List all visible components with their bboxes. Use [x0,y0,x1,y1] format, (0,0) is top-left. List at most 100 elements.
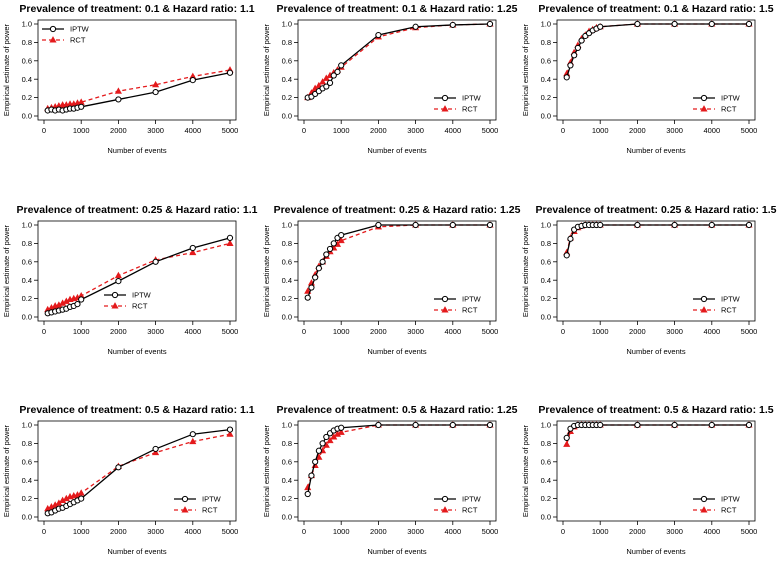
y-tick-label: 0.6 [22,56,32,65]
iptw-point [304,490,311,498]
legend: IPTW RCT [693,295,741,315]
y-tick-label: 0.6 [282,56,292,65]
legend-marker-iptw [111,291,119,299]
iptw-point [152,445,159,453]
iptw-point [634,20,641,28]
x-tick-label: 2000 [110,126,127,135]
y-tick-label: 0.6 [541,56,551,65]
x-axis-label: Number of events [626,146,685,155]
x-tick-label: 5000 [222,527,239,536]
legend-label-iptw: IPTW [721,495,741,504]
y-tick-label: 1.0 [282,421,292,430]
x-tick-label: 3000 [407,327,424,336]
iptw-point [323,433,330,441]
y-tick-label: 0.2 [541,494,551,503]
legend-label-rct: RCT [132,302,148,311]
iptw-point [312,458,319,465]
panel-title: Prevalence of treatment: 0.25 & Hazard r… [274,204,521,216]
x-tick-label: 4000 [444,126,461,135]
rct-point [152,448,160,456]
series-line-iptw [566,224,749,256]
y-tick-label: 0.2 [282,294,292,303]
x-tick-label: 1000 [333,126,350,135]
legend-marker-iptw [181,495,189,503]
rct-point [337,236,345,244]
legend-marker-iptw [49,25,57,33]
x-tick-label: 5000 [482,527,499,536]
x-tick-label: 2000 [110,327,127,336]
y-tick-label: 1.0 [22,221,32,230]
x-tick-label: 3000 [407,527,424,536]
y-tick-label: 0.0 [282,313,292,322]
iptw-point [189,244,196,252]
x-tick-label: 3000 [147,126,164,135]
panel-3: Prevalence of treatment: 0.1 & Hazard ra… [521,3,774,155]
y-tick-label: 0.6 [541,257,551,266]
panel-1: Prevalence of treatment: 0.1 & Hazard ra… [2,3,255,155]
x-tick-label: 5000 [222,327,239,336]
iptw-point [338,232,345,239]
iptw-point [338,62,345,69]
y-axis-label: Empirical estimate of power [521,224,530,317]
panel-title: Prevalence of treatment: 0.1 & Hazard ra… [19,3,254,15]
x-tick-label: 3000 [147,327,164,336]
x-tick-label: 2000 [629,527,646,536]
iptw-point [326,245,334,253]
x-tick-label: 4000 [184,327,201,336]
y-tick-label: 0.0 [541,112,551,121]
iptw-point [597,221,604,229]
rct-point [189,248,197,256]
legend-marker-iptw [441,495,449,503]
x-tick-label: 1000 [592,327,609,336]
series-line-rct [566,224,749,253]
legend-marker-rct [111,302,119,309]
iptw-point [745,20,753,28]
x-tick-label: 5000 [741,527,758,536]
panel-9: Prevalence of treatment: 0.5 & Hazard ra… [521,404,774,556]
x-tick-label: 2000 [370,126,387,135]
y-tick-label: 0.2 [22,494,32,503]
iptw-point [115,96,122,103]
iptw-point [412,221,419,229]
y-tick-label: 1.0 [282,221,292,230]
plot-frame [556,220,756,322]
legend-label-rct: RCT [70,36,86,45]
iptw-point [412,421,419,429]
y-tick-label: 1.0 [541,221,551,230]
x-tick-label: 2000 [370,327,387,336]
y-tick-label: 1.0 [541,20,551,29]
x-axis-label: Number of events [107,347,166,356]
legend-label-iptw: IPTW [721,94,741,103]
legend-marker-iptw [700,495,708,503]
panel-title: Prevalence of treatment: 0.1 & Hazard ra… [276,3,517,15]
legend-marker-iptw [441,295,449,303]
panel-title: Prevalence of treatment: 0.1 & Hazard ra… [538,3,773,15]
y-axis-label: Empirical estimate of power [262,424,271,517]
iptw-point [671,221,678,229]
legend: IPTW RCT [434,295,482,315]
y-tick-label: 1.0 [22,421,32,430]
legend-label-rct: RCT [721,306,737,315]
y-tick-label: 0.4 [541,476,551,485]
x-tick-label: 0 [561,527,565,536]
legend-label-rct: RCT [462,306,478,315]
x-axis-label: Number of events [367,347,426,356]
y-tick-label: 0.8 [541,239,551,248]
x-axis-label: Number of events [626,347,685,356]
y-tick-label: 0.0 [282,513,292,522]
x-tick-label: 1000 [592,527,609,536]
panel-title: Prevalence of treatment: 0.25 & Hazard r… [16,204,257,216]
iptw-point [152,258,159,265]
legend-label-iptw: IPTW [462,295,482,304]
iptw-point [745,421,753,429]
iptw-point [563,74,570,81]
iptw-point [330,240,337,247]
y-tick-label: 0.8 [282,439,292,448]
y-tick-label: 0.2 [541,93,551,102]
x-tick-label: 4000 [444,327,461,336]
y-axis-label: Empirical estimate of power [262,224,271,317]
iptw-point [745,221,753,229]
legend: IPTW RCT [104,291,152,311]
legend: IPTW RCT [174,495,222,515]
x-tick-label: 0 [561,126,565,135]
